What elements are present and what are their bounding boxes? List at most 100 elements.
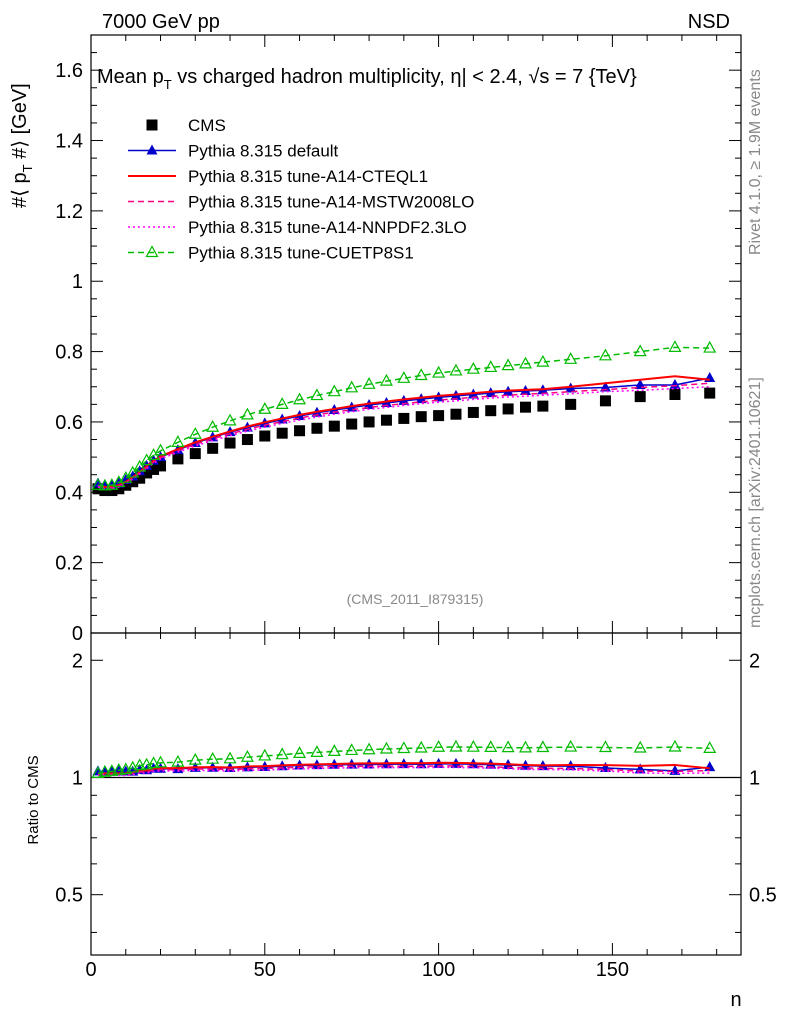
series-0-point-21	[363, 416, 375, 428]
series-0-point-19	[328, 420, 340, 432]
series-1-point-6	[134, 465, 146, 476]
series-5-point-21	[362, 377, 376, 389]
series-5-point-5	[126, 465, 140, 478]
ratio-y-tick-label-right-2: 2	[749, 650, 760, 672]
series-0-point-16	[276, 427, 288, 439]
main-y-tick-label-6: 1.2	[55, 201, 83, 223]
series-5-ratio-point-11	[188, 752, 202, 765]
series-0-point-34	[634, 391, 646, 403]
series-1-point-33	[599, 381, 611, 392]
series-5-point-9	[154, 443, 168, 456]
ratio-y-tick-label-right-0: 0.5	[749, 885, 777, 907]
ratio-y-tick-label-right-1: 1	[749, 767, 760, 789]
series-5-ratio-point-17	[293, 746, 307, 758]
series-5-point-18	[310, 388, 324, 401]
series-5-ratio-point-34	[633, 740, 647, 753]
series-5-ratio-point-15	[258, 748, 272, 761]
series-0-point-23	[398, 412, 410, 424]
series-5-point-30	[518, 356, 533, 369]
legend-label-3: Pythia 8.315 tune-A14-MSTW2008LO	[188, 193, 474, 212]
series-5-ratio-line	[97, 746, 710, 775]
legend-label-5: Pythia 8.315 tune-CUETP8S1	[188, 244, 414, 263]
series-0-point-7	[141, 467, 153, 479]
series-5-point-31	[536, 354, 550, 367]
series-4-group	[97, 386, 710, 490]
series-0-point-28	[485, 405, 497, 417]
series-0-point-30	[519, 401, 531, 413]
series-5-ratio-point-1	[98, 764, 112, 777]
series-0-point-27	[467, 406, 479, 418]
series-5-ratio-point-16	[275, 747, 289, 760]
series-5-ratio-point-25	[432, 739, 446, 752]
legend-label-0: CMS	[188, 116, 226, 135]
legend-marker-5	[145, 245, 159, 258]
series-5-point-25	[432, 365, 446, 378]
series-5-ratio-point-36	[703, 741, 717, 753]
series-5-point-17	[293, 392, 307, 405]
series-5-line	[97, 346, 710, 487]
series-5-point-36	[703, 340, 717, 353]
series-5-point-29	[501, 358, 515, 371]
series-5-ratio-point-18	[310, 745, 324, 758]
series-0-point-24	[415, 411, 427, 423]
series-5-point-16	[275, 397, 289, 409]
series-5-ratio-point-8	[147, 756, 161, 769]
series-5-point-11	[188, 427, 202, 439]
series-5-ratio-point-14	[240, 749, 254, 762]
series-5-ratio-point-2	[105, 764, 119, 776]
series-5-ratio-point-24	[414, 740, 428, 753]
series-0-point-26	[450, 408, 462, 420]
series-0-point-13	[224, 437, 236, 449]
series-5-group	[91, 340, 717, 491]
series-5-point-34	[633, 344, 647, 357]
series-5-point-20	[345, 380, 359, 393]
series-5-ratio-point-35	[668, 739, 682, 752]
series-0-point-25	[433, 410, 445, 422]
series-3-ratio-line	[97, 765, 710, 776]
series-5-point-3	[112, 475, 126, 488]
series-5-point-32	[564, 352, 578, 364]
series-0-point-12	[207, 442, 219, 454]
series-2-ratio-line	[97, 761, 710, 775]
series-5-ratio-point-3	[112, 762, 126, 775]
ratio-series-group	[91, 739, 741, 779]
title-sqrt: √	[528, 66, 539, 88]
series-1-point-34	[634, 379, 646, 390]
main-axis-ticks	[90, 34, 741, 634]
series-5-point-12	[206, 419, 220, 432]
legend-label-4: Pythia 8.315 tune-A14-NNPDF2.3LO	[188, 218, 467, 237]
series-3-ratio-group	[97, 765, 710, 776]
series-0-point-17	[294, 425, 306, 437]
series-4-ratio-line	[97, 766, 710, 777]
rivet-label: Rivet 4.1.0, ≥ 1.9M events	[747, 69, 764, 255]
series-2-ratio-group	[97, 761, 710, 775]
series-0-point-6	[134, 472, 146, 484]
series-5-ratio-point-0	[91, 766, 105, 779]
series-5-ratio-point-10	[171, 754, 185, 767]
ratio-y-tick-label-left-0: 0.5	[55, 885, 83, 907]
series-5-point-26	[449, 363, 463, 376]
x-tick-label-0: 0	[85, 959, 96, 981]
series-5-point-10	[171, 435, 185, 447]
series-4-line	[97, 386, 710, 490]
legend-marker-1	[146, 144, 158, 155]
series-0-point-35	[669, 389, 681, 401]
series-3-line	[97, 382, 710, 489]
title-part-4: s = 7 {TeV}	[539, 66, 637, 88]
series-0-point-36	[704, 387, 716, 399]
plot-title: Mean pT vs charged hadron multiplicity, …	[97, 66, 637, 92]
series-0-point-31	[537, 400, 549, 412]
x-tick-label-1: 50	[254, 959, 276, 981]
ratio-y-tick-labels: 0.5 0.5 1 1 2 2	[55, 650, 777, 906]
series-5-ratio-point-23	[397, 741, 411, 754]
main-series-group	[91, 340, 717, 497]
title-part-1: Mean p	[97, 66, 164, 88]
series-5-point-13	[223, 413, 237, 426]
ratio-y-tick-label-left-1: 1	[72, 767, 83, 789]
series-5-point-19	[327, 384, 341, 397]
series-1-ratio-point-36	[704, 761, 716, 772]
series-5-ratio-point-27	[466, 739, 480, 752]
series-0-point-4	[120, 479, 132, 491]
series-5-point-28	[484, 360, 498, 373]
